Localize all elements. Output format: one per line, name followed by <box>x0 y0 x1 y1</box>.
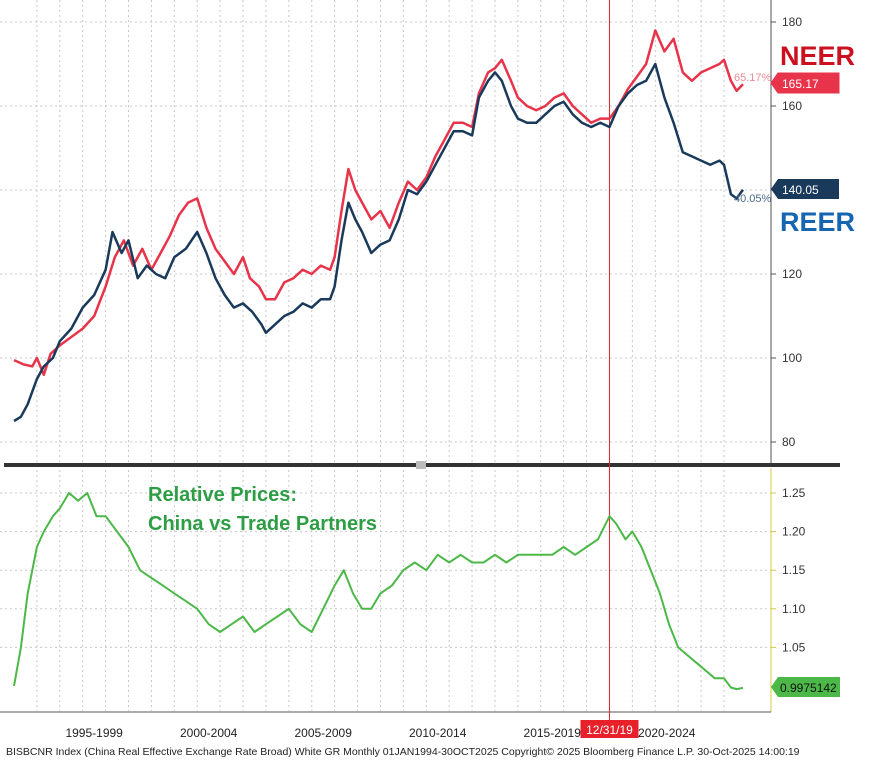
neer-series-line <box>13 29 744 377</box>
marker-date-tag: 12/31/19 <box>580 720 639 738</box>
reer-series-line <box>13 62 745 423</box>
gridlines <box>0 0 771 711</box>
reer-label: REER <box>780 207 855 237</box>
footer-text: BISBCNR Index (China Real Effective Exch… <box>6 746 800 758</box>
neer-value-tag: 165.17 <box>770 72 840 94</box>
neer-pct-label: 65.17% <box>734 72 772 84</box>
y-tick-label: 120 <box>782 267 802 281</box>
reer-pct-label: 40.05% <box>734 193 772 205</box>
y-tick-label: 1.10 <box>782 602 806 616</box>
relative-prices-series-line <box>13 492 744 691</box>
x-tick-label: 2005-2009 <box>294 726 352 740</box>
top-series <box>13 29 745 423</box>
bottom-y-ticks: 1.25 1.20 1.15 1.10 1.05 <box>771 486 806 654</box>
neer-last-value: 165.17 <box>782 77 819 91</box>
marker-date-label: 12/31/19 <box>586 723 633 737</box>
relative-value-tag: 0.9975142 <box>771 677 840 697</box>
x-tick-label: 2000-2004 <box>180 726 238 740</box>
separator-grip[interactable] <box>416 461 426 469</box>
x-tick-label: 2020-2024 <box>638 726 696 740</box>
y-tick-label: 1.15 <box>782 563 806 577</box>
y-tick-label: 160 <box>782 99 802 113</box>
relative-last-value: 0.9975142 <box>780 681 837 695</box>
y-tick-label: 1.05 <box>782 640 806 654</box>
relative-title: Relative Prices: <box>148 484 297 506</box>
y-tick-label: 80 <box>782 435 796 449</box>
reer-last-value: 140.05 <box>782 183 819 197</box>
neer-label: NEER <box>780 41 855 71</box>
y-tick-label: 1.25 <box>782 486 806 500</box>
y-tick-label: 1.20 <box>782 525 806 539</box>
x-tick-label: 2010-2014 <box>409 726 467 740</box>
x-tick-label: 1995-1999 <box>65 726 123 740</box>
relative-subtitle: China vs Trade Partners <box>148 513 377 535</box>
x-axis-labels: 1995-1999 2000-2004 2005-2009 2010-2014 2015… <box>65 726 695 740</box>
y-tick-label: 100 <box>782 351 802 365</box>
reer-value-tag: 140.05 <box>771 179 839 199</box>
bottom-series <box>13 492 744 691</box>
x-tick-label: 2015-2019 <box>524 726 582 740</box>
y-tick-label: 180 <box>782 15 802 29</box>
